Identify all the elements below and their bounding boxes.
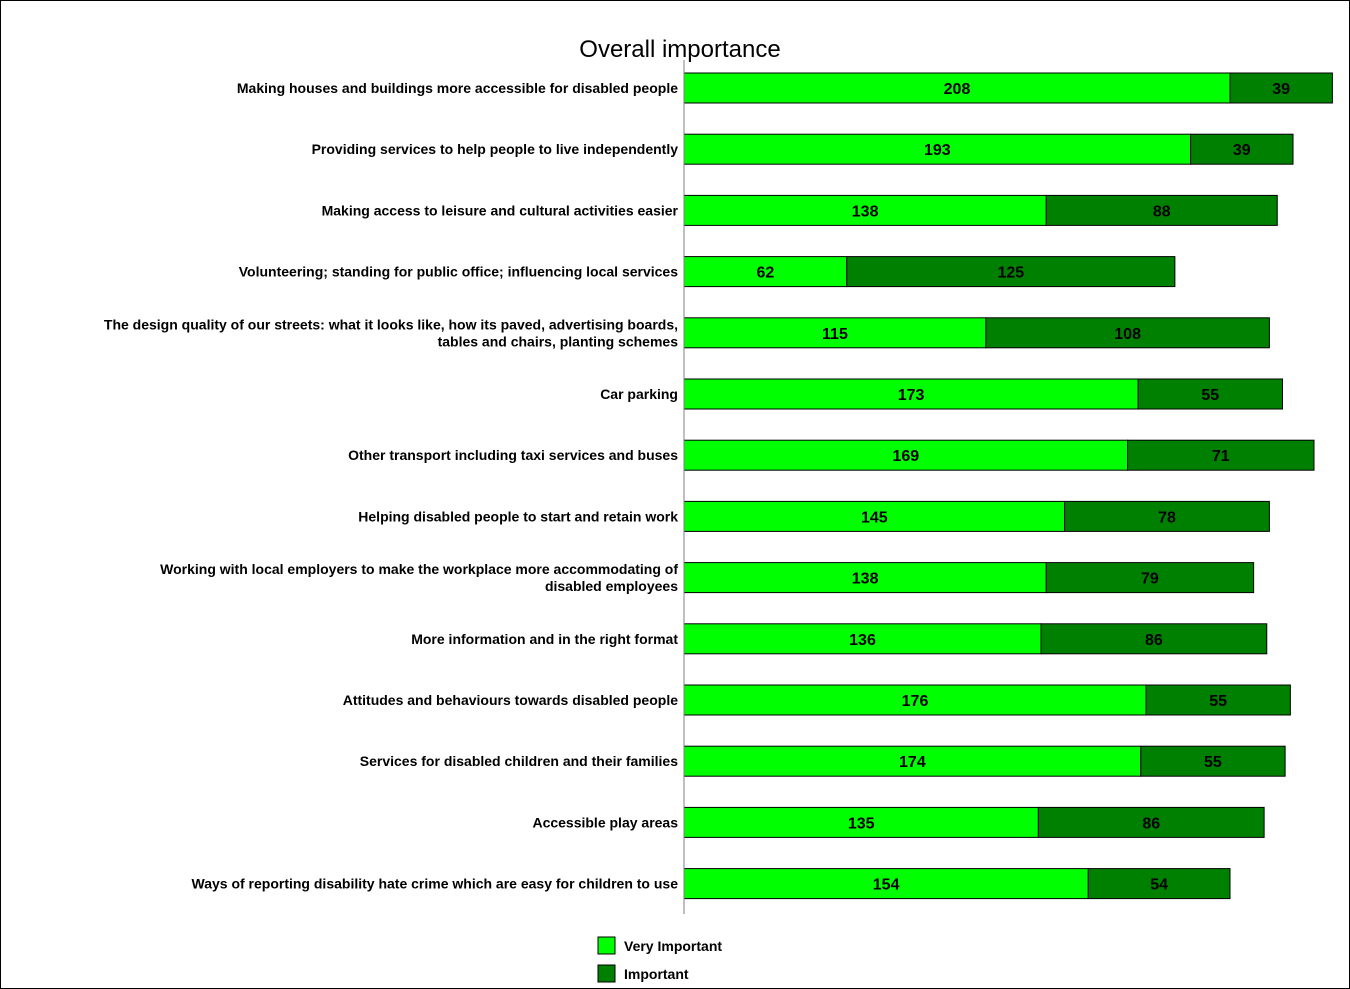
category-label: More information and in the right format: [411, 631, 678, 647]
data-label: 193: [924, 142, 951, 159]
value-labels: 208 39 193 39 138 88 62 125 115 108 173 55 169 71 145 7…: [756, 81, 1290, 894]
bar-important: [1087, 868, 1231, 900]
data-label: 174: [899, 754, 926, 771]
data-label: 138: [852, 203, 879, 220]
category-label: tables and chairs, planting schemes: [438, 333, 679, 349]
bar-important: [1037, 806, 1265, 838]
data-label: 154: [873, 877, 900, 894]
bar-very-important: [683, 623, 1042, 655]
data-label: 86: [1145, 632, 1163, 649]
bar-important: [1127, 439, 1315, 471]
legend: Very Important Important: [597, 936, 722, 983]
bar-very-important: [683, 72, 1231, 104]
bar-very-important: [683, 439, 1129, 471]
data-label: 55: [1204, 754, 1222, 771]
data-label: 173: [898, 387, 925, 404]
category-label: Providing services to help people to liv…: [312, 141, 679, 157]
category-label: Volunteering; standing for public office…: [239, 264, 678, 280]
bar-important: [1045, 562, 1255, 594]
chart-title: Overall importance: [579, 36, 780, 63]
category-label: Other transport including taxi services …: [348, 447, 678, 463]
bar-very-important: [683, 684, 1147, 716]
category-label: Car parking: [600, 386, 678, 402]
data-label: 176: [902, 693, 929, 710]
data-label: 54: [1150, 877, 1168, 894]
category-label: Ways of reporting disability hate crime …: [192, 876, 679, 892]
data-label: 145: [861, 509, 888, 526]
legend-swatch-important: [597, 964, 616, 983]
bar-very-important: [683, 317, 987, 349]
category-label: Making houses and buildings more accessi…: [237, 80, 678, 96]
bar-very-important: [683, 562, 1047, 594]
bar-very-important: [683, 745, 1142, 777]
data-label: 78: [1158, 509, 1176, 526]
category-label: disabled employees: [545, 578, 678, 594]
legend-swatch-very-important: [597, 936, 616, 955]
data-label: 55: [1201, 387, 1219, 404]
bar-important: [846, 256, 1176, 288]
bars-group: [683, 72, 1333, 900]
legend-label-important: Important: [624, 966, 689, 982]
data-label: 138: [852, 571, 879, 588]
category-label: Helping disabled people to start and ret…: [358, 508, 678, 524]
bar-important: [1137, 378, 1283, 410]
bar-important: [1045, 194, 1278, 226]
bar-very-important: [683, 500, 1066, 532]
data-label: 55: [1209, 693, 1227, 710]
data-label: 136: [849, 632, 876, 649]
category-label: Making access to leisure and cultural ac…: [322, 202, 679, 218]
data-label: 208: [944, 81, 971, 98]
data-label: 88: [1153, 203, 1171, 220]
category-labels: Making houses and buildings more accessi…: [104, 80, 679, 892]
category-label: Attitudes and behaviours towards disable…: [343, 692, 678, 708]
legend-label-very-important: Very Important: [624, 938, 722, 954]
bar-very-important: [683, 378, 1139, 410]
bar-important: [1040, 623, 1268, 655]
bar-important: [1229, 72, 1333, 104]
data-label: 39: [1272, 81, 1290, 98]
data-label: 79: [1141, 571, 1159, 588]
bar-very-important: [683, 868, 1089, 900]
category-label: Services for disabled children and their…: [360, 753, 678, 769]
data-label: 135: [848, 815, 875, 832]
category-label: Working with local employers to make the…: [160, 561, 678, 577]
bar-important: [1064, 500, 1270, 532]
data-label: 39: [1233, 142, 1251, 159]
data-label: 115: [822, 326, 848, 343]
bar-important: [1190, 133, 1294, 165]
data-label: 62: [756, 265, 774, 282]
data-label: 86: [1142, 815, 1160, 832]
data-label: 108: [1114, 326, 1141, 343]
category-label: Accessible play areas: [532, 814, 678, 830]
bar-important: [1145, 684, 1291, 716]
bar-important: [1140, 745, 1286, 777]
data-label: 71: [1212, 448, 1230, 465]
data-label: 169: [892, 448, 919, 465]
category-label: The design quality of our streets: what …: [104, 316, 678, 332]
bar-important: [985, 317, 1270, 349]
data-label: 125: [997, 265, 1024, 282]
